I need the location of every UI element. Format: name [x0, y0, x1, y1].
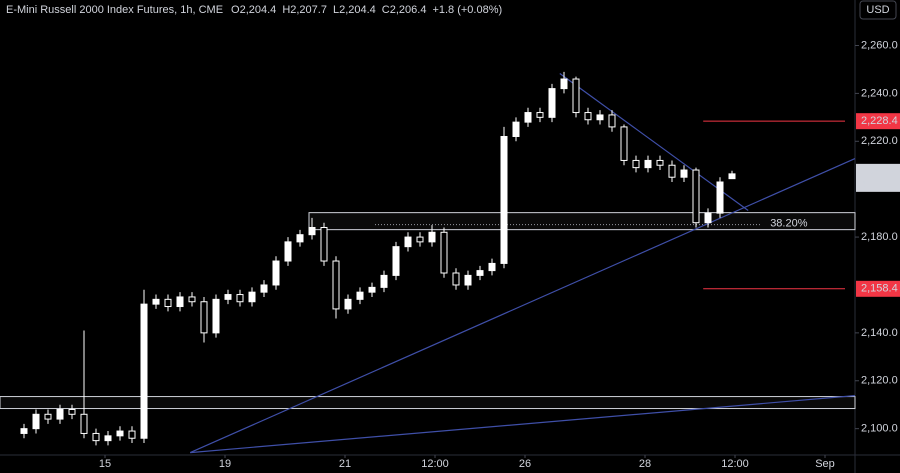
candle-body — [524, 112, 532, 123]
candle-body — [728, 173, 736, 180]
header-value: L2,204.4 — [333, 4, 376, 16]
candle-body — [548, 88, 556, 118]
countdown: 40:40 — [861, 178, 889, 190]
candle-body — [656, 159, 664, 166]
x-tick-label: 15 — [99, 458, 111, 470]
candle-body — [620, 126, 628, 161]
candle-body — [20, 428, 28, 434]
x-tick-label: 12:00 — [421, 458, 449, 470]
candle-body — [44, 413, 52, 420]
candle-body — [404, 236, 412, 248]
candle-body — [452, 272, 460, 286]
candle-body — [596, 114, 604, 121]
candle-body — [488, 262, 496, 272]
chart-title: E-Mini Russell 2000 Index Futures, 1h, C… — [6, 4, 223, 16]
candle-body — [608, 114, 616, 128]
candle-body — [116, 430, 124, 437]
candle-body — [188, 296, 196, 303]
candle-body — [128, 430, 136, 439]
candle-body — [176, 296, 184, 308]
x-tick-label: Sep — [815, 458, 835, 470]
header-value: H2,207.7 — [282, 4, 327, 16]
y-tick-label: 2,240.0 — [861, 87, 898, 99]
candle-body — [560, 78, 568, 90]
candle-body — [584, 112, 592, 121]
candle-body — [320, 227, 328, 262]
fib-label: 38.20% — [770, 218, 808, 230]
candle-body — [692, 169, 700, 224]
candle-body — [716, 181, 724, 214]
x-tick-label: 21 — [339, 458, 351, 470]
candle-body — [428, 231, 436, 243]
candle-body — [224, 294, 232, 300]
candle-body — [680, 169, 688, 178]
candle-body — [332, 260, 340, 310]
y-tick-label: 2,260.0 — [861, 39, 898, 51]
candle-body — [212, 298, 220, 334]
level-label: 2,228.4 — [861, 115, 898, 127]
candle-body — [200, 301, 208, 334]
candle-body — [476, 270, 484, 276]
x-tick-label: 19 — [219, 458, 231, 470]
candle-body — [512, 121, 520, 137]
candle-body — [464, 274, 472, 286]
zone — [0, 396, 856, 410]
candle-body — [68, 409, 76, 415]
y-tick-label: 2,180.0 — [861, 231, 898, 243]
trendline — [190, 395, 856, 454]
candle-body — [296, 234, 304, 243]
candle-body — [164, 298, 172, 308]
header-value: O2,204.4 — [231, 4, 276, 16]
last-price-box — [856, 163, 900, 192]
candle-body — [104, 435, 112, 442]
header-value: C2,206.4 — [382, 4, 427, 16]
candle-body — [344, 298, 352, 310]
candle-body — [284, 241, 292, 262]
candle-body — [272, 260, 280, 286]
header: E-Mini Russell 2000 Index Futures, 1h, C… — [6, 4, 223, 16]
candle-body — [572, 78, 580, 114]
candle-body — [32, 413, 40, 430]
candle-body — [644, 159, 652, 169]
level-label: 2,158.4 — [861, 283, 898, 295]
candle-body — [668, 164, 676, 178]
candle-body — [80, 413, 88, 434]
candle-body — [248, 291, 256, 303]
candle-body — [92, 432, 100, 442]
candle-body — [416, 236, 424, 243]
x-tick-label: 28 — [639, 458, 651, 470]
currency: USD — [866, 4, 889, 16]
candle-body — [536, 112, 544, 118]
candle-body — [152, 298, 160, 305]
level-label-box — [856, 113, 900, 130]
zone — [308, 212, 856, 231]
candle-body — [140, 303, 148, 439]
currency-box — [859, 0, 897, 20]
header-value: +1.8 (+0.08%) — [432, 4, 502, 16]
y-tick-label: 2,120.0 — [861, 375, 898, 387]
y-tick-label: 2,140.0 — [861, 327, 898, 339]
candle-body — [500, 136, 508, 264]
candle-body — [308, 227, 316, 236]
candle-body — [440, 231, 448, 274]
y-tick-label: 2,220.0 — [861, 135, 898, 147]
candle-body — [392, 246, 400, 276]
level-label-box — [856, 280, 900, 297]
y-tick-label: 2,100.0 — [861, 423, 898, 435]
trendline — [189, 157, 856, 454]
candle-body — [260, 284, 268, 293]
candle-body — [56, 409, 64, 420]
x-tick-label: 26 — [519, 458, 531, 470]
x-tick-label: 12:00 — [721, 458, 749, 470]
candle-body — [368, 286, 376, 293]
candle-body — [704, 212, 712, 224]
candle-body — [632, 159, 640, 169]
last-price-label: 2,206.4 — [861, 166, 898, 178]
candle-body — [380, 274, 388, 288]
candle-body — [236, 294, 244, 303]
candle-body — [356, 291, 364, 300]
